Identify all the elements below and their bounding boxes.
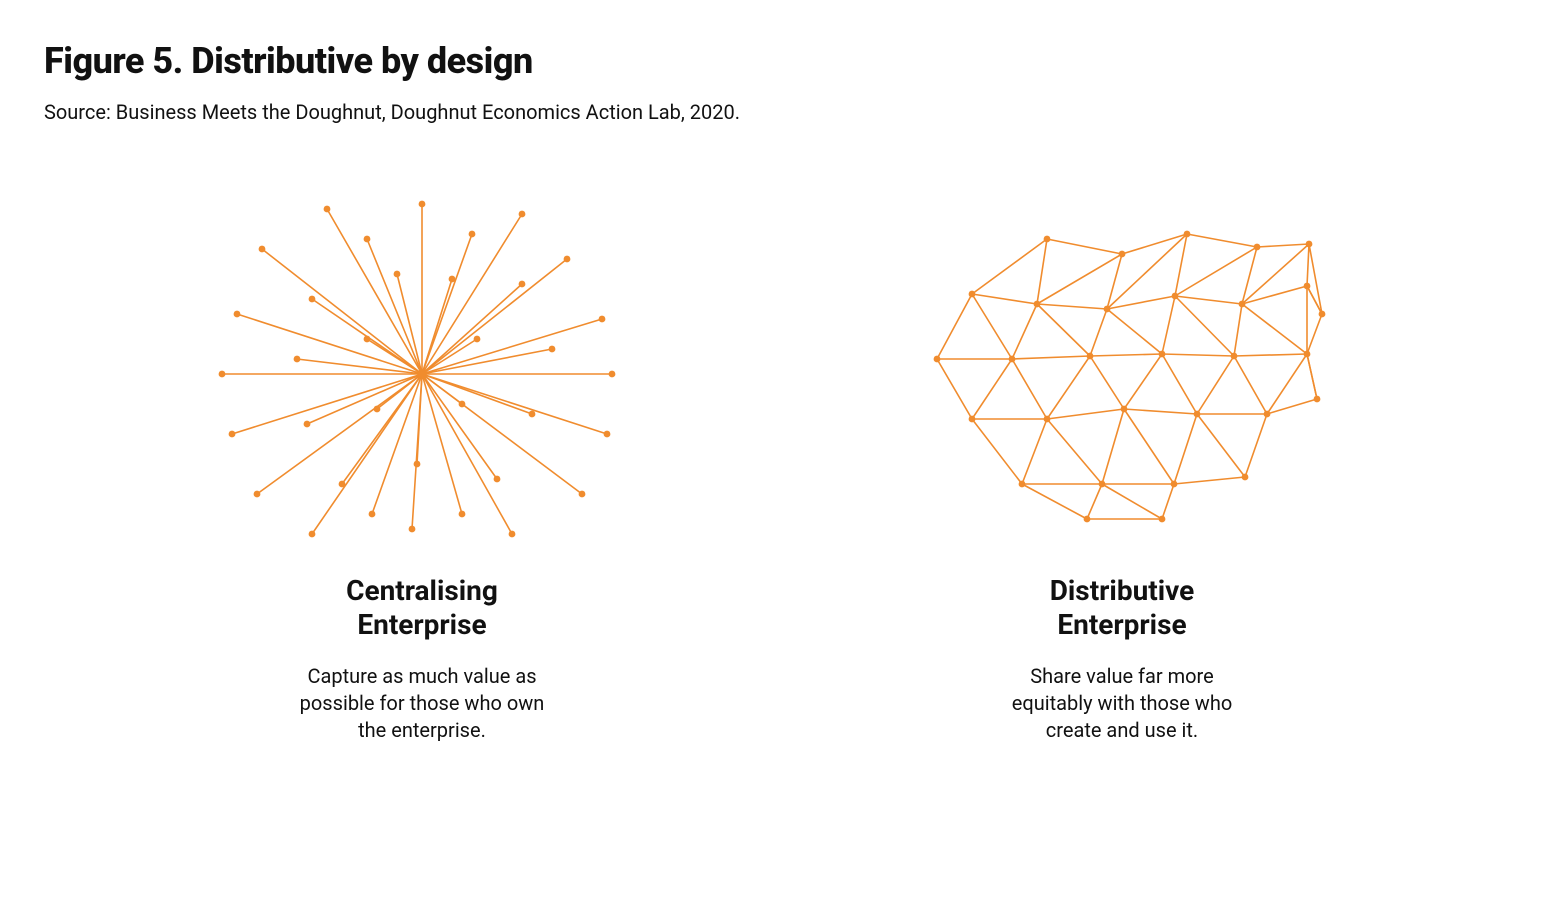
figure-title: Figure 5. Distributive by design bbox=[44, 40, 1500, 82]
panel-centralising: Centralising Enterprise Capture as much … bbox=[202, 184, 642, 744]
panel-distributive: Distributive Enterprise Share value far … bbox=[902, 184, 1342, 744]
panel-distributive-desc: Share value far more equitably with thos… bbox=[1012, 663, 1233, 744]
centralising-diagram bbox=[212, 184, 632, 544]
panels-row: Centralising Enterprise Capture as much … bbox=[44, 184, 1500, 744]
distributive-diagram bbox=[912, 184, 1332, 544]
panel-centralising-title: Centralising Enterprise bbox=[346, 574, 498, 641]
figure-container: Figure 5. Distributive by design Source:… bbox=[0, 0, 1544, 784]
panel-distributive-title: Distributive Enterprise bbox=[1050, 574, 1195, 641]
figure-source: Source: Business Meets the Doughnut, Dou… bbox=[44, 100, 1500, 124]
panel-centralising-desc: Capture as much value as possible for th… bbox=[300, 663, 545, 744]
